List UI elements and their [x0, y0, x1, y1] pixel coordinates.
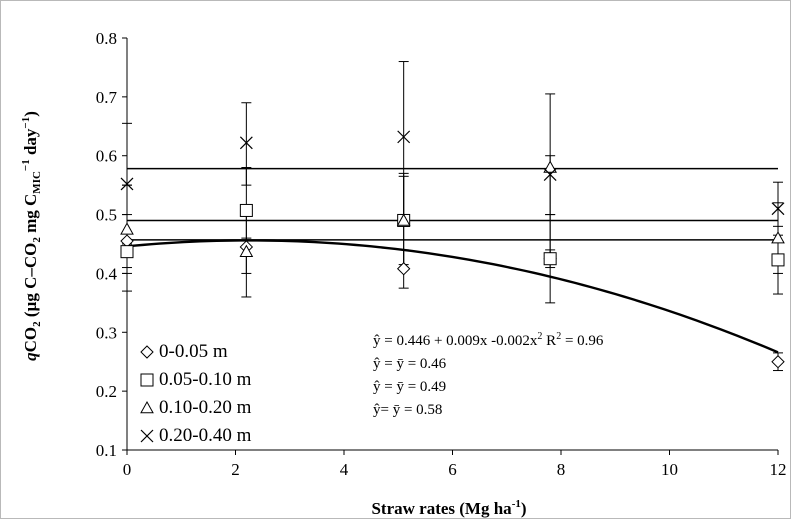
axes	[122, 37, 779, 455]
fit-lines	[126, 167, 779, 354]
legend-label: 0-0.05 m	[159, 341, 228, 362]
x-tick-label: 2	[231, 460, 240, 479]
x-tick-label: 6	[448, 460, 457, 479]
cross-stroke	[239, 136, 253, 150]
y-tick-label: 0.6	[96, 147, 117, 166]
triangle-marker	[396, 213, 411, 226]
legend-label: 0.20-0.40 m	[159, 425, 252, 446]
y-tick-label: 0.3	[96, 323, 117, 342]
diamond-marker	[140, 345, 154, 359]
equations: ŷ = 0.446 + 0.009x -0.002x2 R2 = 0.96 ŷ =…	[373, 331, 604, 418]
cross-stroke	[397, 130, 411, 144]
legend: 0-0.05 m 0.05-0.10 m 0.10-0.20 m 0.20-0.40 …	[140, 341, 252, 446]
x-tick-label: 4	[340, 460, 349, 479]
triangle-marker	[120, 222, 134, 235]
x-tick-label: 0	[123, 460, 132, 479]
equation-text: ŷ= ȳ = 0.58	[373, 402, 442, 418]
equation-text: ŷ = ȳ = 0.46	[373, 356, 447, 372]
equation-text: ŷ = 0.446 + 0.009x -0.002x2 R2 = 0.96	[373, 331, 604, 349]
cross-stroke	[120, 177, 134, 191]
y-tick-label: 0.4	[96, 264, 118, 283]
cross-marker	[771, 202, 785, 216]
y-tick-label: 0.7	[96, 88, 118, 107]
cross-marker	[239, 136, 253, 150]
x-tick-label: 8	[557, 460, 566, 479]
cross-marker	[140, 429, 154, 443]
x-tick-label: 12	[770, 460, 787, 479]
square-marker	[140, 373, 154, 387]
x-axis-title: Straw rates (Mg ha-1)	[371, 498, 526, 518]
x-tick-label: 10	[661, 460, 678, 479]
cross-marker	[543, 168, 557, 181]
y-axis-title: qCO2 (µg C–CO2 mg CMIC−1 day−1)	[20, 111, 43, 361]
square-marker	[239, 203, 253, 217]
square-marker	[120, 245, 134, 259]
y-tick-label: 0.5	[96, 206, 117, 225]
legend-label: 0.10-0.20 m	[159, 397, 252, 418]
cross-marker	[120, 177, 134, 191]
triangle-marker	[140, 400, 154, 414]
cross-marker	[397, 130, 411, 144]
square-marker	[543, 252, 557, 266]
tick-labels: 0.1 0.2 0.3 0.4 0.5 0.6 0.7 0.8 0 2 4 6 8 10 12	[96, 29, 787, 479]
cross-stroke	[140, 429, 154, 443]
square-marker	[771, 253, 785, 267]
y-tick-label: 0.2	[96, 382, 117, 401]
equation-text: ŷ = ȳ = 0.49	[373, 379, 446, 395]
triangle-marker	[771, 231, 785, 244]
cross-stroke	[543, 168, 557, 181]
error-bar	[398, 61, 409, 216]
cross-stroke	[771, 202, 785, 216]
triangle-marker	[239, 244, 254, 257]
error-bars	[122, 61, 783, 372]
triangle-marker	[543, 160, 557, 173]
data-points	[120, 130, 785, 369]
diamond-marker	[396, 262, 411, 276]
y-tick-label: 0.1	[96, 441, 117, 460]
y-tick-label: 0.8	[96, 29, 117, 48]
diamond-marker	[771, 355, 785, 369]
legend-label: 0.05-0.10 m	[159, 369, 252, 390]
error-bar	[241, 102, 252, 186]
